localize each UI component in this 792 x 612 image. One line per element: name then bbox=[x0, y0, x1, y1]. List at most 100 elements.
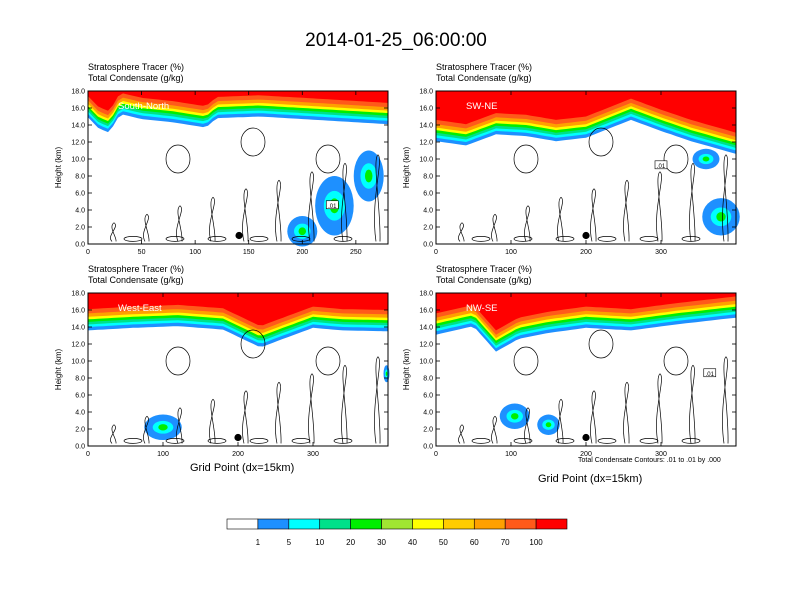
colorbar-box bbox=[319, 518, 351, 530]
contour-line bbox=[597, 438, 617, 444]
contour-line bbox=[165, 438, 185, 444]
contour-line bbox=[639, 438, 659, 444]
header-condensate: Total Condensate (g/kg) bbox=[88, 73, 184, 83]
panel-label: South-North bbox=[118, 101, 169, 112]
contour-line bbox=[249, 236, 269, 242]
contour-line bbox=[524, 407, 531, 444]
colorbar-label: 10 bbox=[315, 538, 324, 547]
location-marker bbox=[235, 231, 243, 240]
contour-label-box bbox=[703, 368, 717, 378]
colorbar-box bbox=[443, 518, 475, 530]
y-axis-label: Height (km) bbox=[54, 348, 63, 390]
contour-line bbox=[374, 356, 381, 444]
y-axis-label: Height (km) bbox=[402, 146, 411, 188]
contour-line bbox=[590, 390, 597, 444]
contour-label-box bbox=[654, 160, 668, 170]
contour-line bbox=[333, 236, 353, 242]
contour-label: .01 bbox=[706, 372, 715, 378]
contour-line bbox=[123, 236, 143, 242]
y-tick-label: 14.0 bbox=[71, 325, 85, 332]
tracer-band bbox=[88, 293, 388, 326]
y-tick-label: 0.0 bbox=[423, 444, 433, 451]
y-tick-label: 16.0 bbox=[419, 308, 433, 315]
header-tracer: Stratosphere Tracer (%) bbox=[436, 62, 533, 72]
header-tracer: Stratosphere Tracer (%) bbox=[436, 264, 533, 274]
y-tick-label: 16.0 bbox=[71, 106, 85, 113]
contour-line bbox=[590, 188, 597, 242]
contour-line bbox=[557, 398, 564, 444]
contour-line bbox=[656, 171, 663, 242]
contour-line bbox=[656, 373, 663, 444]
tracer-band bbox=[436, 91, 736, 133]
y-axis-label: Height (km) bbox=[54, 146, 63, 188]
y-tick-label: 0.0 bbox=[75, 242, 85, 249]
chart-svg: .01 NW-SE 0.0 2.0 4.0 6.0 8.0 10.0 12.0 14.0 16.0 1… bbox=[402, 291, 737, 458]
location-marker bbox=[234, 433, 242, 442]
x-axis: 0 100 200 300 bbox=[86, 293, 319, 458]
colorbar-label: 40 bbox=[408, 538, 417, 547]
y-tick-label: 12.0 bbox=[71, 140, 85, 147]
contour-line bbox=[557, 196, 564, 242]
panel-header: Stratosphere Tracer (%) Total Condensate… bbox=[88, 264, 184, 286]
location-marker bbox=[582, 433, 590, 442]
contour-line bbox=[458, 222, 465, 242]
panel-west-east: Stratosphere Tracer (%) Total Condensate… bbox=[48, 262, 390, 474]
x-axis: 0 50 100 150 200 250 bbox=[86, 91, 362, 256]
contour-line bbox=[291, 438, 311, 444]
x-tick-label: 100 bbox=[505, 249, 517, 256]
contour-line bbox=[491, 213, 498, 242]
colorbar: 1 5 10 20 30 40 50 60 70 100 bbox=[226, 518, 568, 547]
contour-line bbox=[242, 188, 249, 242]
tracer-blob bbox=[716, 212, 726, 222]
contour-line bbox=[722, 154, 729, 242]
contour-line bbox=[663, 346, 689, 376]
contour-line bbox=[639, 236, 659, 242]
contour-line bbox=[689, 162, 696, 242]
location-marker bbox=[582, 231, 590, 240]
y-tick-label: 10.0 bbox=[71, 359, 85, 366]
contour-line bbox=[555, 438, 575, 444]
panel-header: Stratosphere Tracer (%) Total Condensate… bbox=[88, 62, 184, 84]
y-tick-label: 8.0 bbox=[423, 376, 433, 383]
colorbar-box bbox=[504, 518, 537, 530]
colorbar-box bbox=[226, 518, 259, 530]
colorbar-label: 100 bbox=[529, 538, 543, 547]
panel-label: NW-SE bbox=[466, 303, 498, 314]
plot-area: .01 SW-NE bbox=[435, 90, 740, 245]
y-tick-label: 2.0 bbox=[75, 427, 85, 434]
y-tick-label: 4.0 bbox=[75, 410, 85, 417]
y-tick-label: 18.0 bbox=[71, 89, 85, 96]
contour-line bbox=[722, 356, 729, 444]
plot-area: West-East bbox=[87, 292, 390, 447]
x-tick-label: 0 bbox=[86, 249, 90, 256]
contour-line bbox=[176, 205, 183, 242]
contour-line bbox=[308, 171, 315, 242]
y-tick-label: 6.0 bbox=[75, 393, 85, 400]
y-tick-label: 18.0 bbox=[419, 291, 433, 298]
contour-line bbox=[209, 398, 216, 444]
chart-svg: West-East 0.0 2.0 4.0 6.0 8.0 10.0 12.0 14.0 16.0… bbox=[54, 291, 390, 458]
colorbar-box bbox=[288, 518, 321, 530]
x-tick-label: 100 bbox=[505, 451, 517, 458]
contour-line bbox=[209, 196, 216, 242]
tracer-blob bbox=[545, 422, 552, 428]
y-axis: 0.0 2.0 4.0 6.0 8.0 10.0 12.0 14.0 16.0 18.0 Heigh… bbox=[402, 291, 736, 451]
x-axis: 0 100 200 300 bbox=[434, 293, 667, 458]
colorbar-label: 60 bbox=[470, 538, 479, 547]
y-tick-label: 16.0 bbox=[71, 308, 85, 315]
x-tick-label: 0 bbox=[434, 249, 438, 256]
x-tick-label: 300 bbox=[307, 451, 319, 458]
x-tick-label: 50 bbox=[138, 249, 146, 256]
tracer-blob bbox=[385, 371, 388, 376]
contour-line bbox=[374, 154, 381, 242]
x-axis-label: Grid Point (dx=15km) bbox=[538, 473, 643, 485]
contour-line bbox=[143, 213, 150, 242]
y-tick-label: 6.0 bbox=[423, 393, 433, 400]
colorbar-label: 20 bbox=[346, 538, 355, 547]
panel-label: SW-NE bbox=[466, 101, 498, 112]
condensate-contours bbox=[458, 329, 729, 444]
header-condensate: Total Condensate (g/kg) bbox=[436, 275, 532, 285]
contour-line bbox=[471, 438, 491, 444]
y-tick-label: 16.0 bbox=[419, 106, 433, 113]
y-tick-label: 10.0 bbox=[419, 157, 433, 164]
